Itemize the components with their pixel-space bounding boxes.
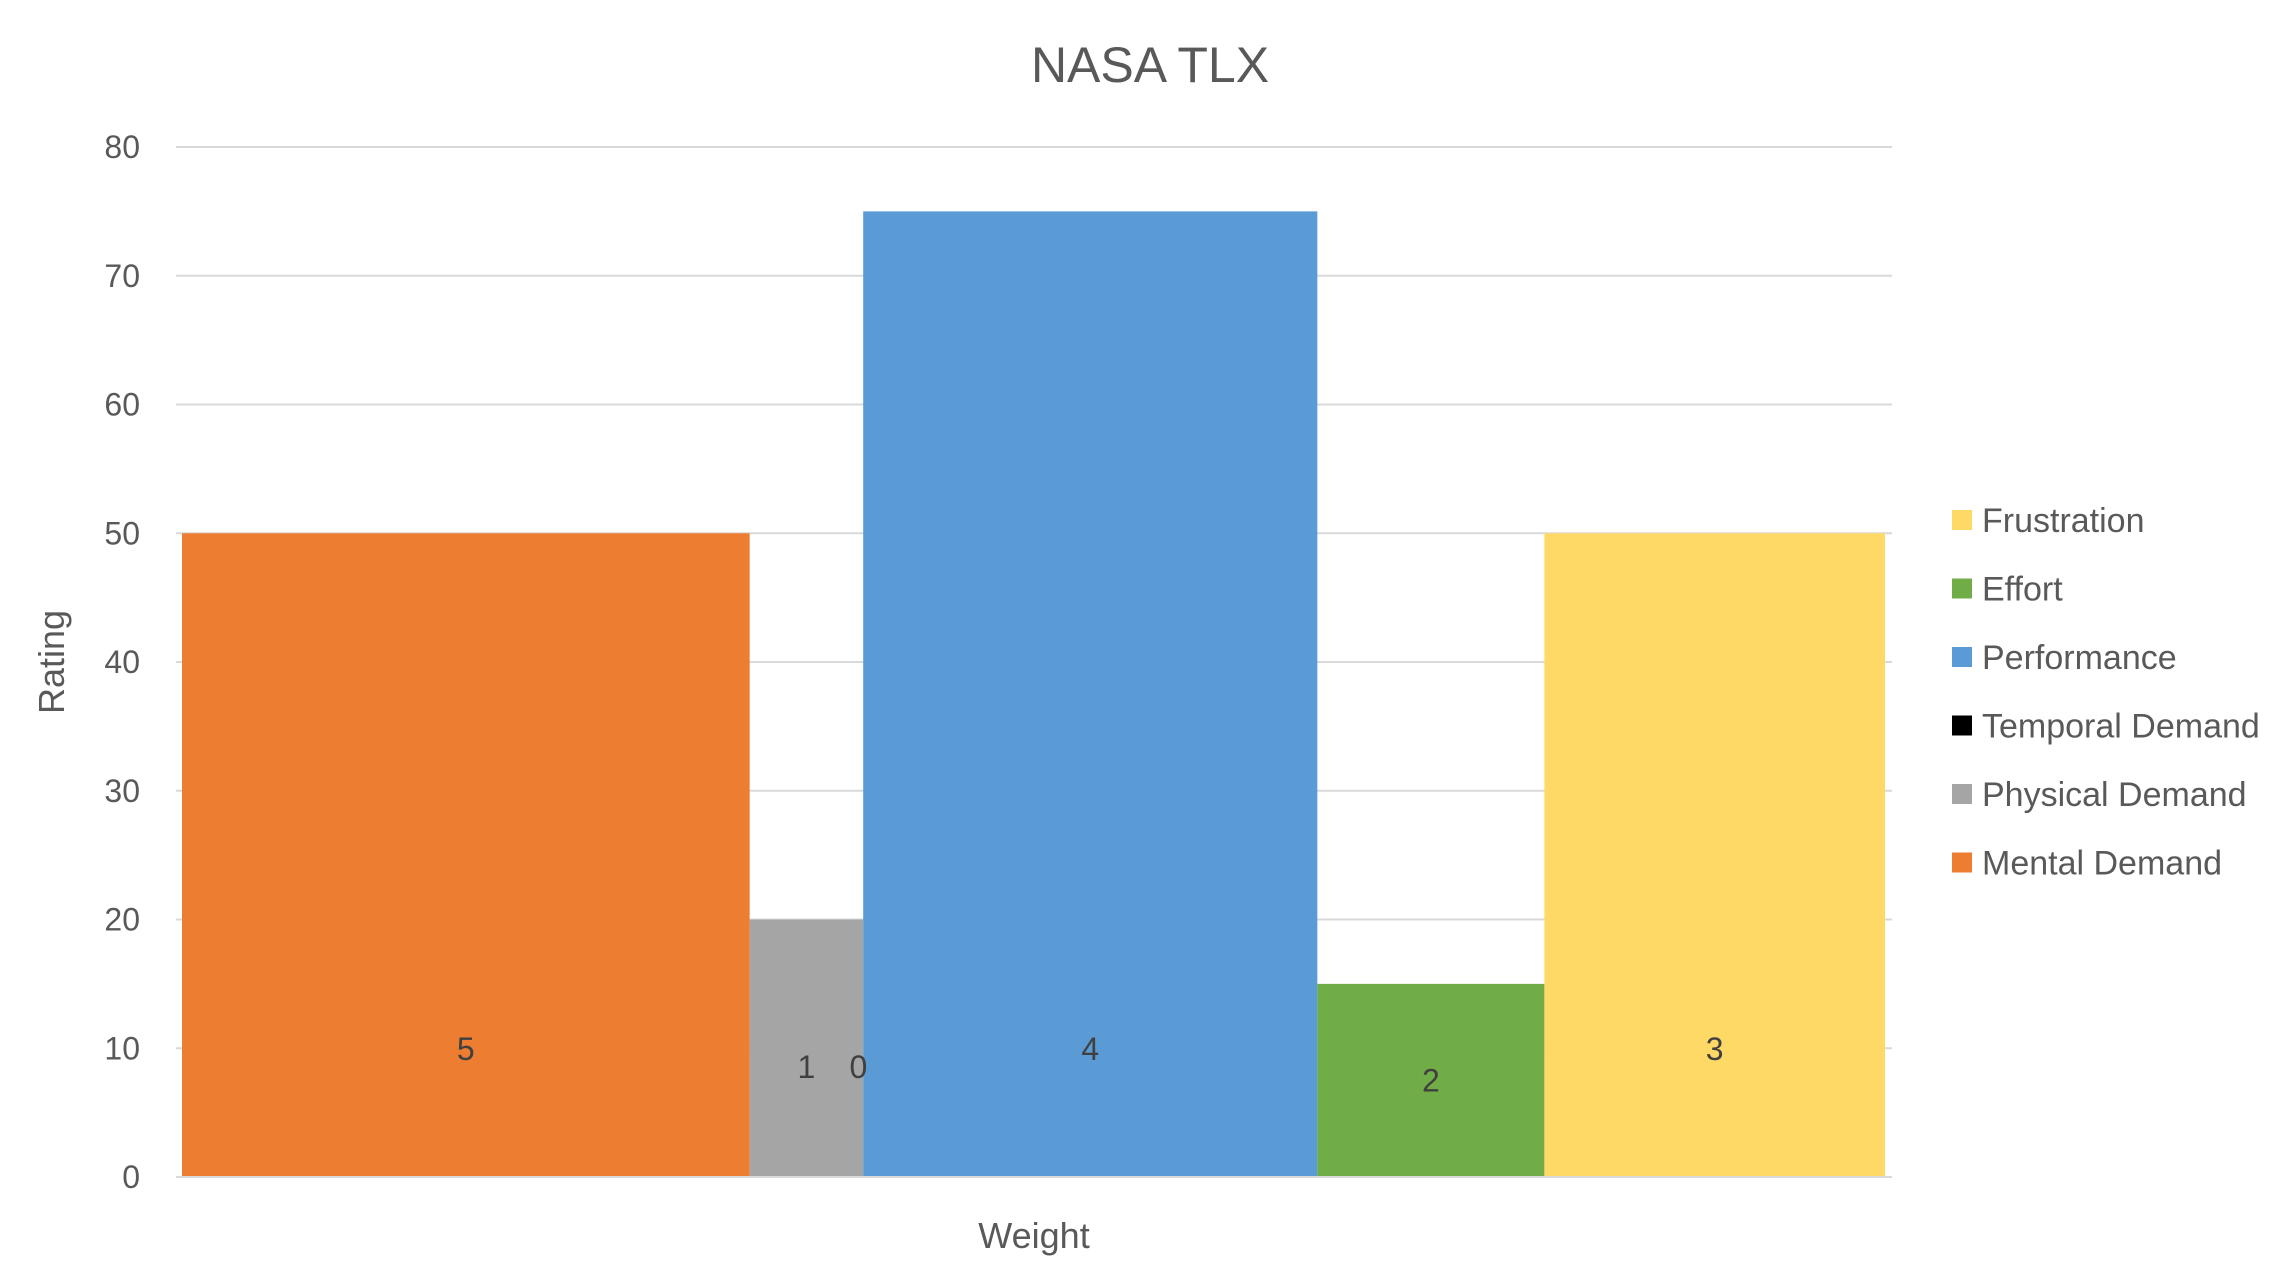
- y-axis-ticks: 0 10 20 30 40 50 60 70 80: [104, 129, 140, 1195]
- y-axis-title: Rating: [31, 610, 72, 714]
- data-label: 4: [1081, 1031, 1099, 1067]
- data-labels: 5 1 0 4 2 3: [457, 1031, 1724, 1098]
- data-label: 0: [850, 1049, 868, 1085]
- legend-swatch: [1952, 784, 1972, 804]
- legend-label: Frustration: [1982, 502, 2145, 540]
- bar-effort: [1317, 983, 1545, 1177]
- legend-swatch: [1952, 510, 1972, 530]
- legend-label: Performance: [1982, 639, 2177, 677]
- y-tick-label: 10: [104, 1030, 140, 1066]
- data-label: 2: [1422, 1062, 1440, 1098]
- x-axis-title: Weight: [978, 1215, 1089, 1256]
- data-label: 3: [1706, 1031, 1724, 1067]
- y-tick-label: 60: [104, 387, 140, 423]
- bar-performance: [863, 211, 1318, 1177]
- y-tick-label: 0: [122, 1159, 140, 1195]
- y-tick-label: 40: [104, 644, 140, 680]
- bar-physical-demand: [749, 919, 864, 1177]
- y-tick-label: 50: [104, 515, 140, 551]
- data-label: 5: [457, 1031, 475, 1067]
- bar-frustration: [1544, 533, 1885, 1177]
- y-tick-label: 20: [104, 902, 140, 938]
- legend-label: Temporal Demand: [1982, 708, 2260, 746]
- y-tick-label: 30: [104, 773, 140, 809]
- legend-swatch: [1952, 578, 1972, 599]
- y-tick-label: 70: [104, 258, 140, 294]
- legend-label: Effort: [1982, 571, 2063, 609]
- legend-label: Physical Demand: [1982, 776, 2247, 814]
- legend-swatch: [1952, 647, 1972, 667]
- legend-label: Mental Demand: [1982, 845, 2222, 883]
- legend: Frustration Effort Performance Temporal Dem…: [1952, 502, 2260, 883]
- legend-swatch: [1952, 715, 1972, 736]
- y-tick-label: 80: [104, 129, 140, 165]
- chart-title: NASA TLX: [1031, 37, 1269, 93]
- bars: [182, 211, 1885, 1177]
- bar-mental-demand: [182, 533, 750, 1177]
- data-label: 1: [798, 1049, 816, 1085]
- legend-swatch: [1952, 852, 1972, 873]
